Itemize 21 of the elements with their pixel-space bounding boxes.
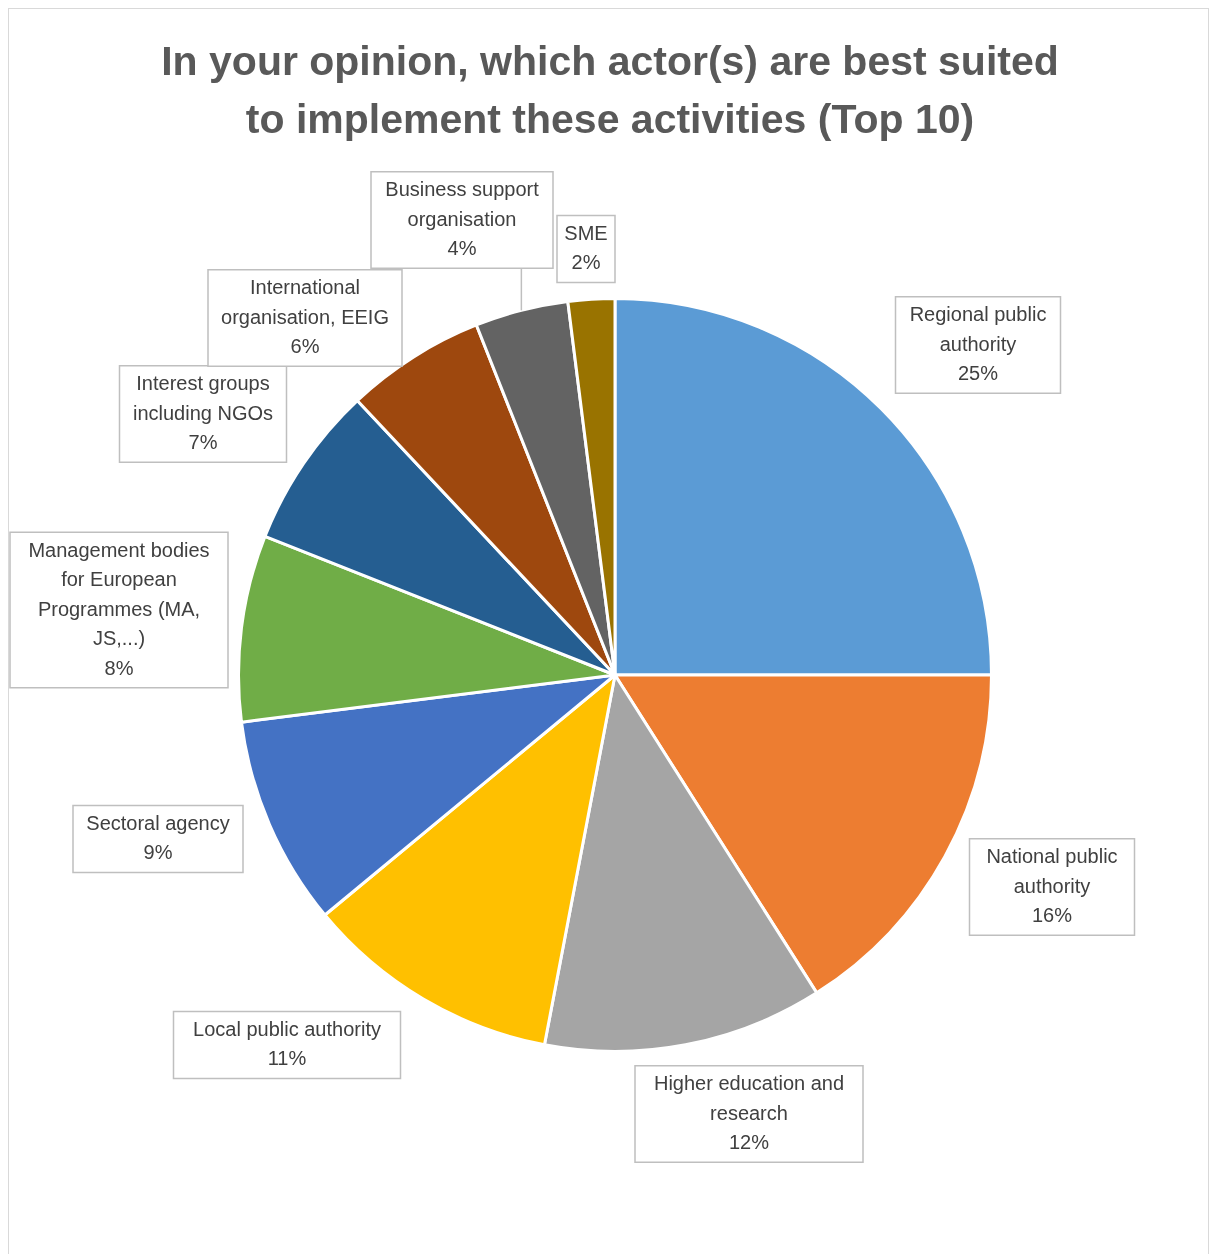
slice-label: Interest groups including NGOs (132, 372, 274, 424)
data-label: 6% (290, 335, 320, 358)
chart-title: In your opinion, which actor(s) are best suited to implement these activities (Top 10) (160, 37, 1060, 144)
data-label: 8% (104, 656, 134, 679)
data-label: 25% (957, 362, 999, 385)
data-label: 7% (188, 431, 218, 454)
slice-label: Sectoral agency (86, 811, 230, 834)
data-label: 11% (267, 1047, 307, 1070)
slice-label: Local public authority (193, 1017, 381, 1040)
data-label: 9% (143, 841, 173, 864)
data-label: 2% (571, 251, 601, 274)
data-label: 16% (1031, 904, 1073, 927)
slice-label: Management bodies for European Programmes (MA, JS,...) (28, 538, 210, 650)
slice-label: Business support organisation (385, 178, 540, 230)
slice-label: National public authority (986, 845, 1118, 897)
slice-label: International organisation, EEIG (221, 276, 389, 328)
slice-label: SME (564, 221, 608, 244)
data-label: 4% (447, 237, 477, 260)
data-label: 12% (728, 1131, 770, 1154)
slice-label: Regional public authority (909, 303, 1047, 355)
slice-label: Higher education and research (653, 1072, 845, 1124)
